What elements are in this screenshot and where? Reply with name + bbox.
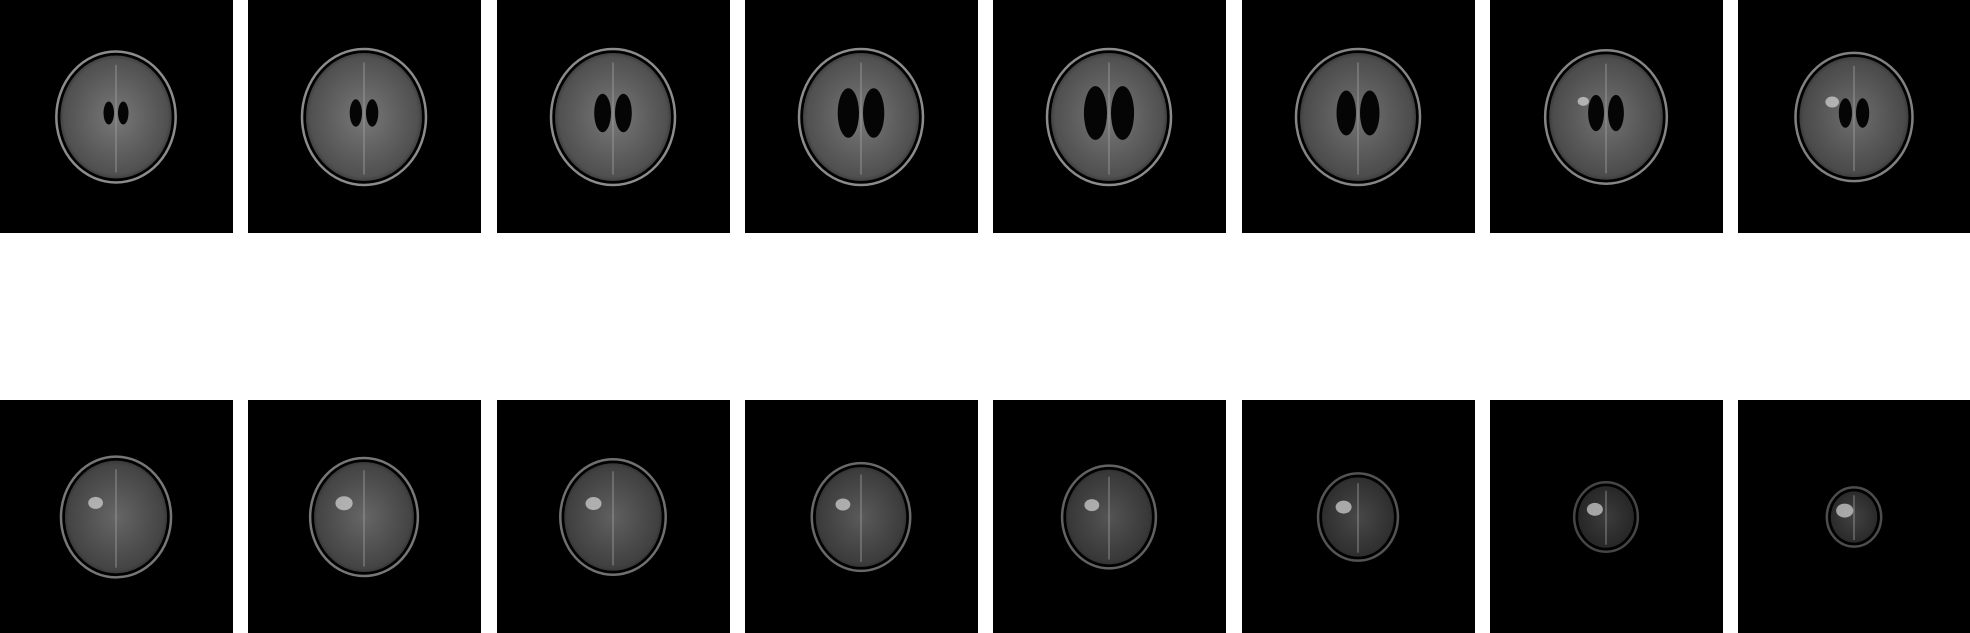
lateral-ventricle	[1608, 94, 1624, 132]
lateral-ventricle	[366, 99, 379, 127]
skull-outline	[1825, 486, 1883, 548]
mri-slice-tile	[993, 400, 1226, 633]
lateral-ventricle	[1360, 90, 1380, 136]
skull-outline	[1294, 47, 1422, 187]
lateral-ventricle	[1588, 94, 1604, 132]
mri-slice-tile	[1738, 0, 1970, 233]
hyperintense-lesion	[1577, 96, 1589, 106]
skull-outline	[1316, 472, 1400, 562]
skull-outline	[1045, 47, 1173, 187]
hyperintense-lesion	[585, 497, 602, 511]
skull-outline	[1572, 481, 1640, 553]
mri-slice-tile	[1738, 400, 1970, 633]
mri-slice-tile	[497, 400, 730, 633]
hyperintense-lesion	[1836, 503, 1854, 518]
skull-outline	[59, 455, 173, 579]
skull-outline	[1060, 464, 1158, 570]
lateral-ventricle	[1111, 86, 1135, 140]
lateral-ventricle	[103, 101, 114, 125]
skull-outline	[559, 457, 667, 577]
hyperintense-lesion	[1825, 96, 1839, 108]
hyperintense-lesion	[335, 496, 353, 511]
mri-slice-tile	[1490, 0, 1723, 233]
lateral-ventricle	[118, 101, 129, 125]
mri-slice-tile	[1242, 0, 1475, 233]
lateral-ventricle	[594, 93, 611, 133]
skull-outline	[549, 47, 677, 187]
lateral-ventricle	[615, 93, 632, 133]
hyperintense-lesion	[1084, 499, 1100, 512]
lateral-ventricle	[1336, 90, 1356, 136]
hyperintense-lesion	[1586, 502, 1603, 516]
lateral-ventricle	[349, 99, 362, 127]
skull-outline	[1543, 49, 1669, 185]
skull-outline	[1794, 51, 1914, 183]
lateral-ventricle	[837, 88, 859, 138]
mri-slice-tile	[248, 400, 481, 633]
skull-outline	[308, 456, 420, 578]
mri-slice-tile	[745, 400, 978, 633]
lateral-ventricle	[1838, 98, 1852, 128]
skull-outline	[55, 50, 177, 184]
lateral-ventricle	[863, 88, 885, 138]
skull-outline	[810, 461, 912, 573]
mri-slice-tile	[497, 0, 730, 233]
hyperintense-lesion	[835, 498, 851, 511]
mri-slice-tile	[993, 0, 1226, 233]
mri-slice-tile	[248, 0, 481, 233]
lateral-ventricle	[1083, 86, 1107, 140]
mri-slice-tile	[0, 0, 233, 233]
lateral-ventricle	[1856, 98, 1870, 128]
mri-slice-tile	[1490, 400, 1723, 633]
hyperintense-lesion	[88, 496, 103, 509]
skull-outline	[797, 47, 925, 187]
mri-slice-tile	[1242, 400, 1475, 633]
hyperintense-lesion	[1335, 500, 1352, 514]
mri-slice-tile	[0, 400, 233, 633]
mri-slice-tile	[745, 0, 978, 233]
skull-outline	[300, 47, 428, 187]
